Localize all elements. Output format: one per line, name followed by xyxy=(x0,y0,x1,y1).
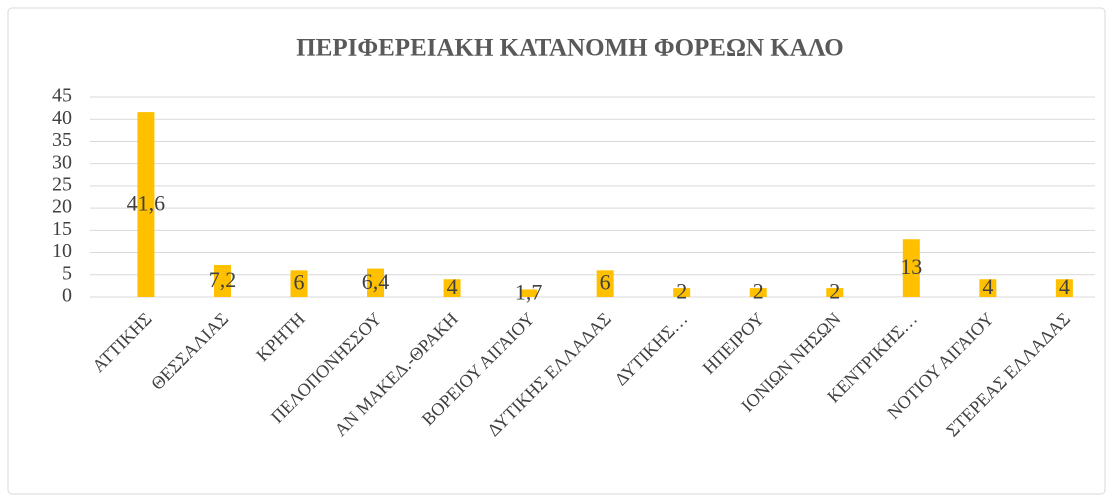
bar xyxy=(979,279,997,297)
bar xyxy=(520,289,538,297)
y-tick-label: 5 xyxy=(62,262,72,284)
bar xyxy=(367,268,385,297)
y-tick-label: 30 xyxy=(52,151,72,173)
bar xyxy=(902,239,920,297)
y-tick-label: 10 xyxy=(52,240,72,262)
data-label: 6,4 xyxy=(362,269,390,294)
y-tick-label: 45 xyxy=(52,85,72,107)
y-tick-label: 15 xyxy=(52,218,72,240)
y-tick-label: 35 xyxy=(52,129,72,151)
data-label: 1,7 xyxy=(515,279,543,304)
y-tick-label: 0 xyxy=(62,285,72,307)
data-label: 41,6 xyxy=(127,191,166,216)
y-tick-label: 20 xyxy=(52,196,72,218)
bar xyxy=(213,265,231,297)
bar xyxy=(596,270,614,297)
data-label: 6 xyxy=(600,270,611,295)
data-label: 4 xyxy=(447,274,458,299)
chart-title: ΠΕΡΙΦΕΡΕΙΑΚΗ ΚΑΤΑΝΟΜΗ ΦΟΡΕΩΝ ΚΑΛΟ xyxy=(296,35,843,62)
bar xyxy=(749,288,767,297)
y-tick-label: 25 xyxy=(52,173,72,195)
chart-border xyxy=(7,7,1106,495)
bar xyxy=(826,288,844,297)
data-label: 2 xyxy=(753,279,764,304)
data-label: 2 xyxy=(676,279,687,304)
bar xyxy=(1055,279,1073,297)
y-tick-label: 40 xyxy=(52,107,72,129)
data-label: 4 xyxy=(982,274,993,299)
bar xyxy=(443,279,461,297)
data-label: 13 xyxy=(900,254,922,279)
data-label: 6 xyxy=(294,270,305,295)
bar xyxy=(137,112,155,297)
data-label: 2 xyxy=(829,279,840,304)
data-label: 7,2 xyxy=(209,267,237,292)
bar xyxy=(290,270,308,297)
data-label: 4 xyxy=(1059,274,1070,299)
bar xyxy=(673,288,691,297)
